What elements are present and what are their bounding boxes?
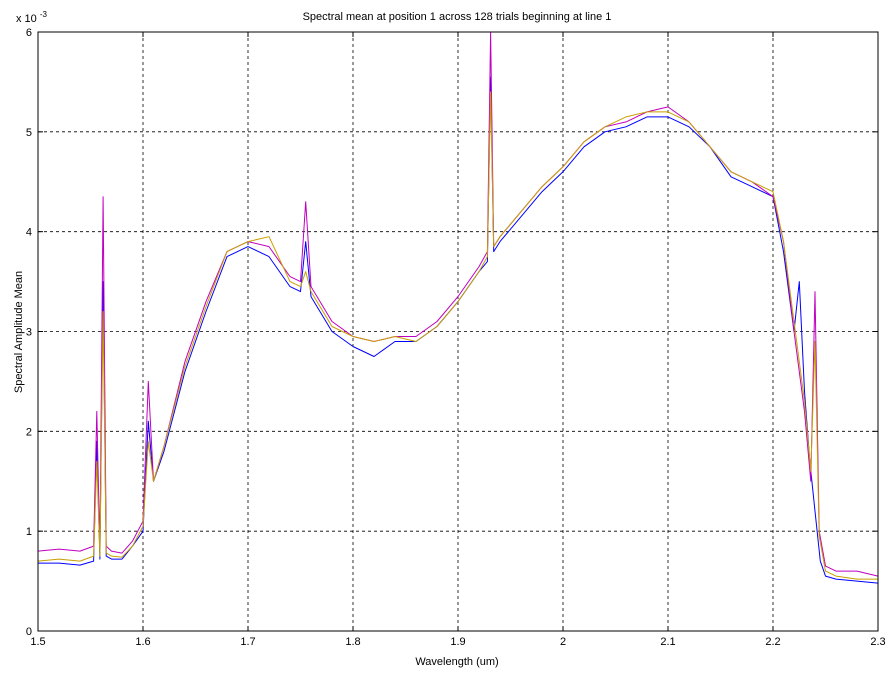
x-tick-label: 1.8	[345, 636, 360, 648]
grid	[38, 32, 878, 631]
y-tick-label: 0	[26, 626, 32, 638]
x-tick-label: 2.3	[870, 636, 885, 648]
y-exponent-power: -3	[40, 10, 48, 19]
y-tick-label: 2	[26, 426, 32, 438]
ticks	[37, 31, 879, 632]
x-tick-label: 2	[560, 636, 566, 648]
y-tick-label: 5	[26, 127, 32, 139]
tick-labels: 1.5 1.6 1.7 1.8 1.9 2 2.1 2.2 2.3 0 1 2 3 4 5 6	[26, 27, 886, 648]
y-exponent-base: x 10	[16, 13, 37, 25]
x-tick-label: 2.1	[660, 636, 675, 648]
chart-title: Spectral mean at position 1 across 128 t…	[303, 11, 612, 23]
y-axis-label: Spectral Amplitude Mean	[13, 271, 25, 393]
x-tick-label: 2.2	[765, 636, 780, 648]
x-axis-label: Wavelength (um)	[415, 656, 498, 668]
series-group	[37, 31, 879, 584]
x-tick-label: 1.9	[450, 636, 465, 648]
x-tick-label: 1.6	[135, 636, 150, 648]
series-line-3	[37, 91, 878, 580]
series-line-2	[37, 31, 879, 577]
y-tick-label: 1	[26, 526, 32, 538]
x-tick-label: 1.7	[240, 636, 255, 648]
y-tick-label: 4	[26, 227, 32, 239]
x-tick-label: 1.5	[30, 636, 45, 648]
y-exponent-label: x 10 -3	[16, 10, 48, 25]
y-tick-label: 3	[26, 327, 32, 339]
y-tick-label: 6	[26, 27, 32, 39]
